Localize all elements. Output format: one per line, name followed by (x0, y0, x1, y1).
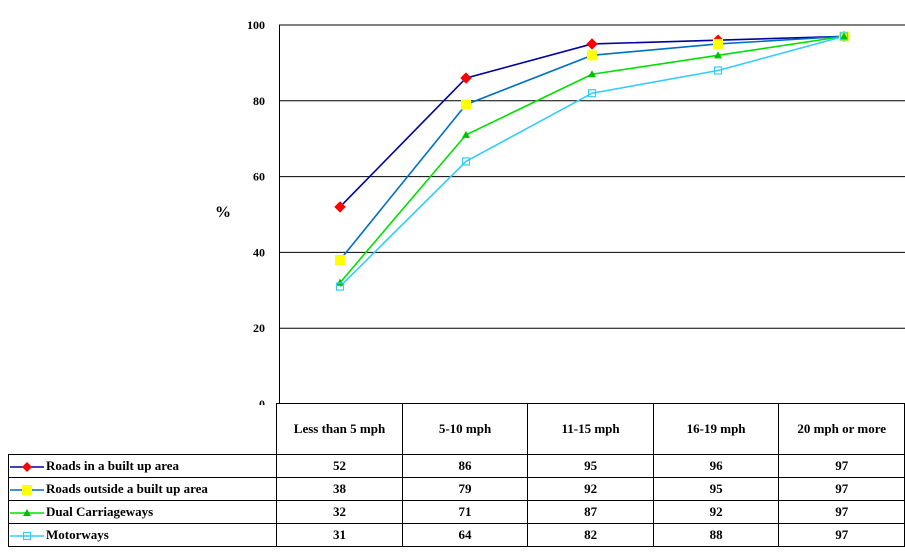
data-label: 31 (276, 523, 403, 547)
data-label: 97 (778, 454, 905, 478)
data-point (714, 51, 722, 59)
data-point (461, 99, 471, 110)
series-name: Dual Carriageways (46, 504, 154, 519)
data-point (334, 201, 346, 213)
category-label: 5-10 mph (401, 403, 529, 455)
table-row: Dual Carriageways 32 71 87 92 97 (7, 500, 905, 524)
data-label: 64 (401, 523, 529, 547)
series-name: Roads in a built up area (46, 458, 180, 473)
data-label: 95 (652, 477, 780, 501)
data-point (460, 72, 472, 84)
data-point (588, 70, 596, 78)
table-row: Motorways 31 64 82 88 97 (7, 523, 905, 547)
y-tick-label: 40 (253, 245, 265, 259)
data-point (336, 278, 344, 286)
legend-entry: Dual Carriageways (7, 500, 278, 524)
legend-entry: Roads in a built up area (7, 454, 278, 478)
data-point (587, 50, 597, 61)
data-label: 97 (778, 477, 905, 501)
data-label: 97 (778, 500, 905, 524)
legend-entry: Motorways (7, 523, 278, 547)
data-label: 92 (527, 477, 654, 501)
data-label: 92 (652, 500, 780, 524)
y-tick-label: 60 (253, 170, 265, 184)
data-label: 88 (652, 523, 780, 547)
data-point (840, 32, 848, 40)
data-point (839, 32, 849, 41)
data-label: 32 (276, 500, 403, 524)
data-label: 82 (527, 523, 654, 547)
y-tick-label: 20 (253, 321, 265, 335)
category-label: Less than 5 mph (276, 403, 403, 455)
line-chart: 0 20 40 60 80 100 % (215, 18, 905, 405)
data-table: Less than 5 mph 5-10 mph 11-15 mph 16-19 mp… (7, 403, 905, 547)
data-point (713, 38, 723, 49)
data-point (587, 89, 597, 98)
data-label: 97 (778, 523, 905, 547)
table-row: Roads in a built up area 52 86 95 96 97 (7, 454, 905, 478)
series-line (339, 35, 845, 288)
data-label: 71 (401, 500, 529, 524)
series-name: Roads outside a built up area (46, 481, 208, 496)
category-label: 16-19 mph (652, 403, 780, 455)
series-markers (334, 30, 850, 291)
series-line (339, 35, 845, 261)
y-axis-ticks: 0 20 40 60 80 100 (247, 18, 265, 405)
data-label: 96 (652, 454, 780, 478)
data-point (335, 282, 345, 291)
series-line (339, 35, 845, 208)
data-point (461, 157, 471, 166)
category-label: 11-15 mph (527, 403, 654, 455)
data-label: 52 (276, 454, 403, 478)
category-label: 20 mph or more (778, 403, 905, 455)
data-point (335, 254, 345, 265)
data-point (462, 130, 470, 138)
table-header-row: Less than 5 mph 5-10 mph 11-15 mph 16-19 mp… (9, 403, 905, 455)
table-row: Roads outside a built up area 38 79 92 95 97 (7, 477, 905, 501)
gridlines (279, 24, 905, 404)
data-point (586, 38, 598, 50)
y-tick-label: 0 (259, 397, 265, 405)
table-corner (9, 404, 277, 455)
data-label: 86 (401, 454, 529, 478)
series-name: Motorways (46, 527, 109, 542)
y-axis-label: % (215, 204, 231, 221)
data-label: 87 (527, 500, 654, 524)
legend-entry: Roads outside a built up area (7, 477, 278, 501)
data-label: 95 (527, 454, 654, 478)
data-point (713, 66, 723, 75)
data-label: 38 (276, 477, 403, 501)
y-tick-label: 80 (253, 94, 265, 108)
data-label: 79 (401, 477, 529, 501)
y-tick-label: 100 (247, 18, 265, 32)
